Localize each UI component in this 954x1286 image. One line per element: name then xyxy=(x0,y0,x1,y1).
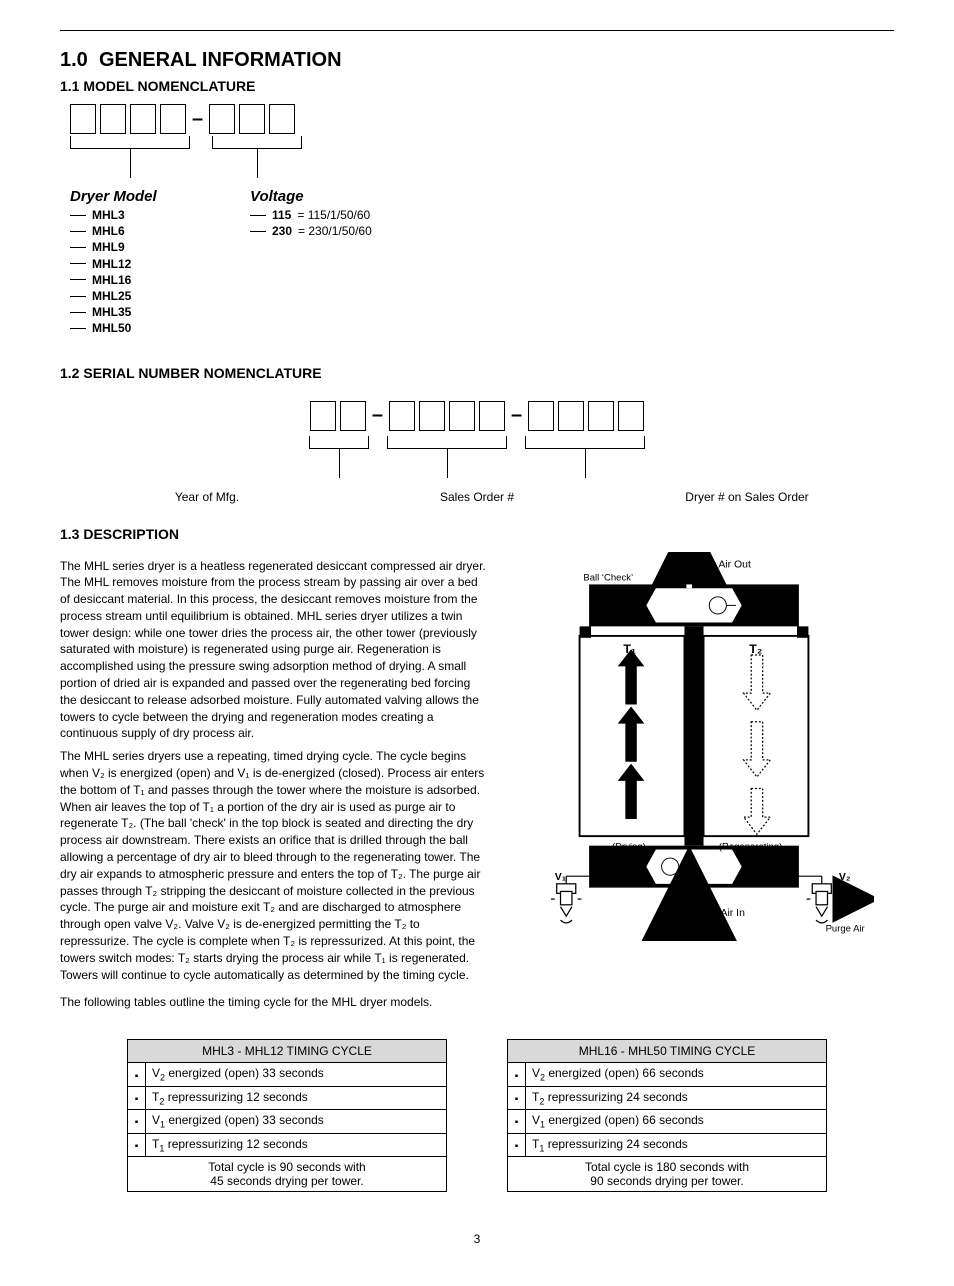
page-number: 3 xyxy=(60,1232,894,1246)
serial-box xyxy=(389,401,415,431)
timing-row: V2 energized (open) 33 seconds xyxy=(146,1063,447,1086)
dash: – xyxy=(370,404,385,427)
bullet-cell xyxy=(508,1063,526,1086)
bullet-cell xyxy=(508,1133,526,1156)
dryer-model-item: MHL25 xyxy=(70,288,210,304)
serial-box xyxy=(588,401,614,431)
svg-text:Orifice: Orifice xyxy=(747,593,775,604)
description-para-2: The MHL series dryers use a repeating, t… xyxy=(60,748,490,983)
model-box xyxy=(269,104,295,134)
description-grid: The MHL series dryer is a heatless regen… xyxy=(60,552,894,990)
serial-box xyxy=(618,401,644,431)
model-box xyxy=(209,104,235,134)
serial-box xyxy=(449,401,475,431)
timing-row: T1 repressurizing 12 seconds xyxy=(146,1133,447,1156)
timing-row: V1 energized (open) 33 seconds xyxy=(146,1110,447,1133)
timing-table: MHL16 - MHL50 TIMING CYCLEV2 energized (… xyxy=(507,1039,827,1192)
cycle-intro-paragraph: The following tables outline the timing … xyxy=(60,995,894,1009)
timing-table: MHL3 - MHL12 TIMING CYCLEV2 energized (o… xyxy=(127,1039,447,1192)
dryer-model-item: MHL3 xyxy=(70,207,210,223)
bullet-cell xyxy=(128,1086,146,1109)
serial-group-label: Sales Order # xyxy=(387,490,567,504)
serial-box xyxy=(340,401,366,431)
voltage-legend-title: Voltage xyxy=(250,188,430,205)
timing-total: Total cycle is 90 seconds with 45 second… xyxy=(128,1156,447,1191)
serial-box xyxy=(479,401,505,431)
timing-table-title: MHL3 - MHL12 TIMING CYCLE xyxy=(128,1040,447,1063)
dryer-model-item: MHL16 xyxy=(70,272,210,288)
bullet-cell xyxy=(128,1063,146,1086)
serial-group-label: Dryer # on Sales Order xyxy=(657,490,837,504)
description-para-1: The MHL series dryer is a heatless regen… xyxy=(60,558,490,743)
legend-columns: Dryer Model MHL3MHL6MHL9MHL12MHL16MHL25M… xyxy=(70,188,894,337)
dryer-model-item: MHL6 xyxy=(70,223,210,239)
bullet-cell xyxy=(508,1110,526,1133)
serial-box xyxy=(419,401,445,431)
bullet-cell xyxy=(508,1086,526,1109)
description-heading: 1.3 DESCRIPTION xyxy=(60,526,894,542)
top-rule xyxy=(60,30,894,31)
serial-box xyxy=(558,401,584,431)
dash: – xyxy=(190,108,205,131)
svg-text:Ball ‘Check’: Ball ‘Check’ xyxy=(583,572,633,583)
model-nomenclature-heading: 1.1 MODEL NOMENCLATURE xyxy=(60,78,894,94)
model-box xyxy=(160,104,186,134)
model-box xyxy=(70,104,96,134)
timing-tables: MHL3 - MHL12 TIMING CYCLEV2 energized (o… xyxy=(60,1039,894,1192)
timing-total: Total cycle is 180 seconds with 90 secon… xyxy=(508,1156,827,1191)
timing-row: V1 energized (open) 66 seconds xyxy=(526,1110,827,1133)
svg-text:Wet Air In: Wet Air In xyxy=(700,908,745,919)
timing-row: T2 repressurizing 24 seconds xyxy=(526,1086,827,1109)
model-bracket-row xyxy=(70,136,894,186)
serial-nomenclature-heading: 1.2 SERIAL NUMBER NOMENCLATURE xyxy=(60,365,894,381)
svg-text:Dry Air Out: Dry Air Out xyxy=(700,559,751,570)
section-title: GENERAL INFORMATION xyxy=(99,49,342,71)
section-number: 1.0 xyxy=(60,49,88,71)
svg-text:(Drying): (Drying) xyxy=(612,841,646,852)
dryer-model-item: MHL9 xyxy=(70,239,210,255)
model-box xyxy=(239,104,265,134)
flow-diagram: Dry Air Out Orifice Ball ‘Check’ xyxy=(514,552,894,965)
section-heading: 1.0 GENERAL INFORMATION xyxy=(60,49,894,72)
description-text: The MHL series dryer is a heatless regen… xyxy=(60,552,490,990)
serial-box xyxy=(528,401,554,431)
serial-label-row: Year of Mfg. Sales Order # Dryer # on Sale… xyxy=(60,490,894,504)
dash: – xyxy=(509,404,524,427)
timing-row: T2 repressurizing 12 seconds xyxy=(146,1086,447,1109)
dryer-model-item: MHL12 xyxy=(70,256,210,272)
svg-text:(Regenerating): (Regenerating) xyxy=(719,841,782,852)
model-box xyxy=(100,104,126,134)
svg-text:V₁: V₁ xyxy=(555,872,566,883)
timing-table-title: MHL16 - MHL50 TIMING CYCLE xyxy=(508,1040,827,1063)
bullet-cell xyxy=(128,1133,146,1156)
bullet-cell xyxy=(128,1110,146,1133)
svg-text:T₁: T₁ xyxy=(623,642,636,656)
serial-wrap: –– Year of Mfg.Sales Order #Dryer # on S… xyxy=(60,401,894,504)
svg-text:Purge Air: Purge Air xyxy=(826,923,866,934)
model-box-row: – xyxy=(70,104,894,134)
dryer-model-item: MHL35 xyxy=(70,304,210,320)
voltage-item: 115 = 115/1/50/60 xyxy=(250,207,430,223)
timing-row: V2 energized (open) 66 seconds xyxy=(526,1063,827,1086)
timing-row: T1 repressurizing 24 seconds xyxy=(526,1133,827,1156)
serial-box xyxy=(310,401,336,431)
model-box xyxy=(130,104,156,134)
dryer-model-legend-title: Dryer Model xyxy=(70,188,210,205)
serial-group-label: Year of Mfg. xyxy=(117,490,297,504)
dryer-model-item: MHL50 xyxy=(70,320,210,336)
svg-text:T₂: T₂ xyxy=(749,642,762,656)
svg-text:V₂: V₂ xyxy=(839,872,851,883)
voltage-item: 230 = 230/1/50/60 xyxy=(250,223,430,239)
serial-box-row: –– xyxy=(310,401,644,431)
